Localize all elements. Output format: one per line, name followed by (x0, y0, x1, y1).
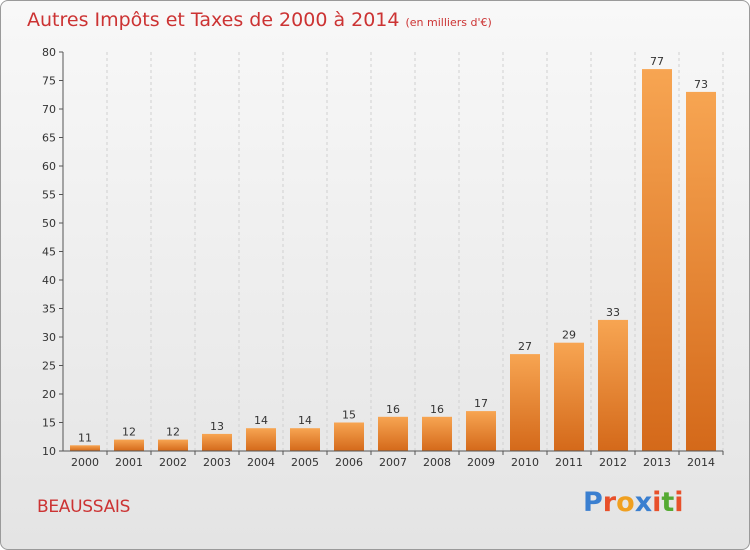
y-tick-label: 55 (42, 189, 56, 202)
y-tick-label: 70 (42, 103, 56, 116)
chart-unit-label: (en milliers d'€) (405, 16, 492, 29)
x-tick-label: 2011 (555, 456, 583, 469)
y-tick-label: 50 (42, 217, 56, 230)
bar (378, 416, 408, 451)
x-tick-label: 2014 (687, 456, 715, 469)
x-tick-label: 2010 (511, 456, 539, 469)
place-name: BEAUSSAIS (37, 497, 131, 517)
x-tick-label: 2000 (71, 456, 99, 469)
data-label: 15 (342, 409, 356, 422)
x-tick-label: 2002 (159, 456, 187, 469)
chart-title: Autres Impôts et Taxes de 2000 à 2014 (en… (27, 9, 492, 31)
x-tick-label: 2008 (423, 456, 451, 469)
bar (246, 428, 276, 451)
bar (422, 416, 452, 451)
data-label: 73 (694, 78, 708, 91)
y-tick-label: 25 (42, 360, 56, 373)
data-label: 14 (298, 414, 312, 427)
bar (554, 342, 584, 451)
data-label: 13 (210, 420, 224, 433)
data-label: 14 (254, 414, 268, 427)
y-tick-label: 60 (42, 160, 56, 173)
brand-letter: r (602, 487, 617, 518)
x-tick-label: 2003 (203, 456, 231, 469)
x-tick-label: 2007 (379, 456, 407, 469)
brand-letter: x (634, 487, 653, 518)
x-tick-label: 2009 (467, 456, 495, 469)
data-label: 77 (650, 55, 664, 68)
grid-layer (62, 52, 724, 451)
bar (642, 69, 672, 451)
brand-letter: i (674, 487, 684, 518)
y-tick-label: 75 (42, 75, 56, 88)
x-tick-label: 2005 (291, 456, 319, 469)
data-label: 12 (166, 426, 180, 439)
data-label: 27 (518, 340, 532, 353)
y-tick-label: 45 (42, 246, 56, 259)
bar (290, 428, 320, 451)
y-tick-label: 10 (42, 445, 56, 458)
bar (510, 354, 540, 451)
y-tick-label: 80 (42, 46, 56, 59)
brand-letter: o (616, 487, 635, 518)
bar (598, 319, 628, 451)
chart-title-text: Autres Impôts et Taxes de 2000 à 2014 (27, 9, 400, 31)
brand-logo: Proxiti (583, 487, 684, 518)
data-label: 29 (562, 329, 576, 342)
data-label: 16 (430, 403, 444, 416)
y-tick-label: 40 (42, 274, 56, 287)
data-label: 33 (606, 306, 620, 319)
bar (70, 445, 100, 451)
brand-letter: t (661, 487, 675, 518)
bars: 11 12 12 13 14 14 15 16 16 17 27 29 33 77 73 (70, 55, 716, 452)
bar (686, 91, 716, 452)
y-tick-label: 65 (42, 132, 56, 145)
y-tick-label: 30 (42, 331, 56, 344)
bar (334, 422, 364, 451)
brand-letter: P (583, 487, 603, 518)
data-label: 17 (474, 397, 488, 410)
y-tick-label: 35 (42, 303, 56, 316)
x-tick-label: 2001 (115, 456, 143, 469)
data-label: 12 (122, 426, 136, 439)
x-tick-label: 2013 (643, 456, 671, 469)
y-tick-label: 20 (42, 388, 56, 401)
data-label: 16 (386, 403, 400, 416)
bar (202, 433, 232, 451)
bar (158, 439, 188, 451)
bar (114, 439, 144, 451)
axes: 10 15 20 25 30 35 40 45 50 55 60 65 70 75 80 2000 2001 20… (42, 46, 724, 469)
x-tick-label: 2004 (247, 456, 275, 469)
data-label: 11 (78, 431, 92, 444)
x-tick-label: 2012 (599, 456, 627, 469)
x-tick-label: 2006 (335, 456, 363, 469)
brand-letter: i (652, 487, 662, 518)
bar (466, 411, 496, 451)
y-tick-label: 15 (42, 417, 56, 430)
